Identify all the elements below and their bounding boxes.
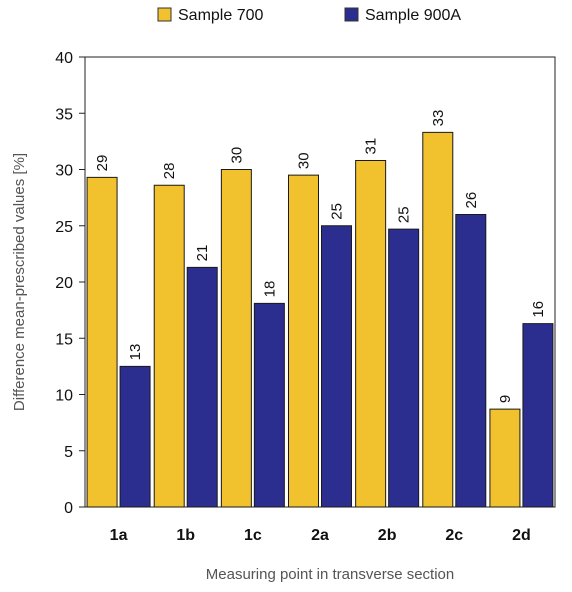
bar-sample-700-1c xyxy=(220,169,252,508)
x-tick-label-2c: 2c xyxy=(445,527,463,544)
y-tick-label-15: 15 xyxy=(55,331,73,348)
data-label-sample-900a-1a: 13 xyxy=(127,344,144,361)
data-label-sample-700-2d: 9 xyxy=(497,395,514,403)
bar-sample-700-2b xyxy=(355,160,387,508)
bars xyxy=(86,131,554,508)
legend-label-sample-900a: Sample 900A xyxy=(365,7,461,24)
data-label-sample-700-2a: 30 xyxy=(296,152,313,169)
bar-sample-900a-1b xyxy=(186,266,218,508)
data-label-sample-700-1c: 30 xyxy=(228,147,245,164)
y-tick-label-30: 30 xyxy=(55,163,73,180)
y-tick-label-35: 35 xyxy=(55,106,73,123)
bar-sample-900a-1a xyxy=(119,365,151,508)
y-tick-label-25: 25 xyxy=(55,219,73,236)
bar-sample-900a-2a xyxy=(321,225,352,508)
data-label-sample-900a-1c: 18 xyxy=(261,281,278,298)
bar-sample-700-2c xyxy=(422,131,454,508)
data-label-sample-900a-2b: 25 xyxy=(396,206,413,223)
data-label-sample-700-1a: 29 xyxy=(94,155,111,172)
bar-sample-900a-2c xyxy=(455,214,487,508)
bar-sample-700-1a xyxy=(86,176,118,508)
x-tick-label-2d: 2d xyxy=(512,527,531,544)
legend: Sample 700 Sample 900A xyxy=(157,7,461,24)
x-tick-label-1c: 1c xyxy=(244,527,262,544)
data-label-sample-900a-2c: 26 xyxy=(463,192,480,209)
data-label-sample-900a-2a: 25 xyxy=(329,203,346,220)
data-label-sample-700-2c: 33 xyxy=(430,110,447,127)
data-label-sample-900a-1b: 21 xyxy=(194,245,211,262)
bar-sample-900a-2d xyxy=(522,323,554,508)
data-label-sample-700-1b: 28 xyxy=(161,163,178,180)
x-axis: 1a 1b 1c 2a 2b 2c 2d xyxy=(110,527,531,544)
x-tick-label-2a: 2a xyxy=(311,527,329,544)
y-axis-title: Difference mean-prescribed values [%] xyxy=(11,153,28,411)
y-axis: 0 5 10 15 20 25 30 35 40 xyxy=(55,50,85,517)
legend-label-sample-700: Sample 700 xyxy=(178,7,263,24)
x-tick-label-1b: 1b xyxy=(176,527,195,544)
legend-swatch-sample-900a xyxy=(344,7,359,22)
data-labels: 29 13 28 21 30 18 30 25 31 25 33 26 9 16 xyxy=(94,110,547,403)
bar-sample-700-2d xyxy=(489,408,521,508)
x-axis-title: Measuring point in transverse section xyxy=(206,566,454,583)
legend-swatch-sample-700 xyxy=(157,7,172,22)
y-tick-label-0: 0 xyxy=(64,500,73,517)
bar-sample-700-1b xyxy=(153,184,185,508)
x-tick-label-1a: 1a xyxy=(110,527,128,544)
y-tick-label-10: 10 xyxy=(55,388,73,405)
y-tick-label-20: 20 xyxy=(55,275,73,292)
data-label-sample-700-2b: 31 xyxy=(363,138,380,155)
data-label-sample-900a-2d: 16 xyxy=(530,301,547,318)
y-tick-label-40: 40 xyxy=(55,50,73,67)
bar-sample-900a-1c xyxy=(253,302,285,508)
bar-sample-900a-2b xyxy=(388,228,420,508)
y-tick-label-5: 5 xyxy=(64,444,73,461)
x-tick-label-2b: 2b xyxy=(378,527,397,544)
bar-sample-700-2a xyxy=(288,174,319,508)
